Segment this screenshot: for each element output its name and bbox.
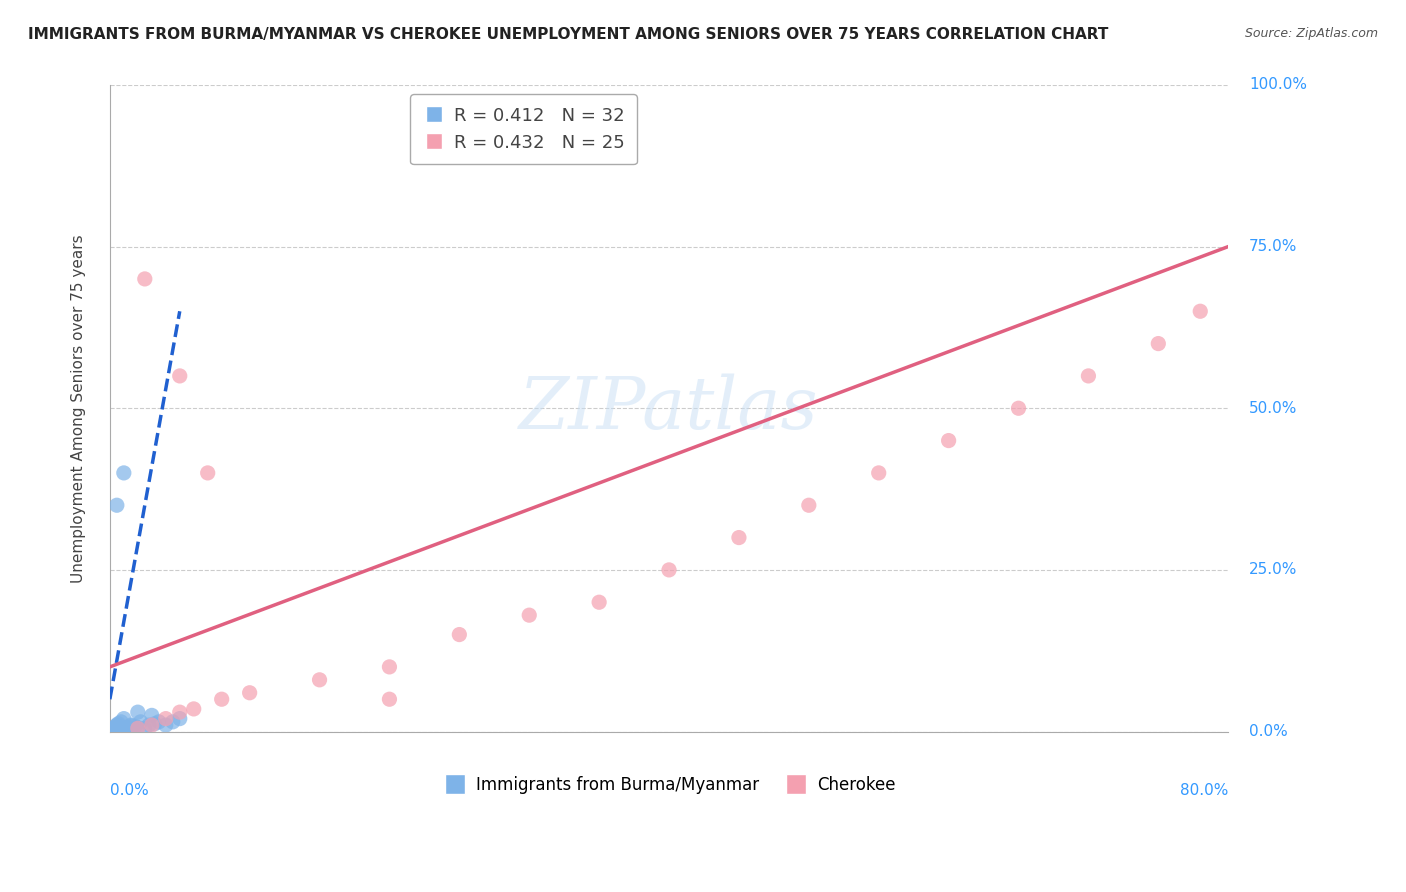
Text: 25.0%: 25.0% xyxy=(1249,562,1298,577)
Point xyxy=(197,466,219,480)
Point xyxy=(169,712,191,726)
Text: 80.0%: 80.0% xyxy=(1180,783,1229,798)
Point xyxy=(449,627,471,641)
Point xyxy=(1147,336,1170,351)
Point xyxy=(378,692,401,706)
Text: IMMIGRANTS FROM BURMA/MYANMAR VS CHEROKEE UNEMPLOYMENT AMONG SENIORS OVER 75 YEA: IMMIGRANTS FROM BURMA/MYANMAR VS CHEROKE… xyxy=(28,27,1108,42)
Point xyxy=(110,723,132,738)
Point xyxy=(143,716,166,731)
Point xyxy=(111,723,134,737)
Point xyxy=(141,718,163,732)
Point xyxy=(1007,401,1029,416)
Point xyxy=(103,722,125,736)
Text: ZIPatlas: ZIPatlas xyxy=(519,373,818,443)
Point xyxy=(127,722,149,736)
Point xyxy=(110,714,132,729)
Point xyxy=(308,673,330,687)
Point xyxy=(112,712,135,726)
Point xyxy=(148,714,170,729)
Point xyxy=(108,722,131,736)
Point xyxy=(169,705,191,719)
Point xyxy=(124,719,146,733)
Point xyxy=(120,722,142,736)
Point xyxy=(141,708,163,723)
Text: 100.0%: 100.0% xyxy=(1249,78,1308,93)
Point xyxy=(938,434,960,448)
Point xyxy=(155,718,177,732)
Point xyxy=(101,723,124,737)
Point xyxy=(127,721,149,735)
Text: 0.0%: 0.0% xyxy=(1249,724,1288,739)
Point xyxy=(797,498,820,512)
Point xyxy=(239,686,262,700)
Point xyxy=(121,719,143,733)
Point xyxy=(138,718,160,732)
Point xyxy=(105,718,128,732)
Text: Source: ZipAtlas.com: Source: ZipAtlas.com xyxy=(1244,27,1378,40)
Point xyxy=(134,272,156,286)
Text: 75.0%: 75.0% xyxy=(1249,239,1298,254)
Point xyxy=(728,531,751,545)
Point xyxy=(129,714,152,729)
Point xyxy=(162,714,184,729)
Point xyxy=(868,466,890,480)
Point xyxy=(115,722,138,736)
Point xyxy=(114,722,136,736)
Text: 0.0%: 0.0% xyxy=(110,783,149,798)
Point xyxy=(169,368,191,383)
Point xyxy=(107,716,129,731)
Point xyxy=(517,608,540,623)
Point xyxy=(1189,304,1212,318)
Legend: Immigrants from Burma/Myanmar, Cherokee: Immigrants from Burma/Myanmar, Cherokee xyxy=(436,770,903,801)
Point xyxy=(103,723,125,738)
Point xyxy=(588,595,610,609)
Point xyxy=(105,498,128,512)
Point xyxy=(120,718,142,732)
Point xyxy=(104,719,127,733)
Point xyxy=(1077,368,1099,383)
Point xyxy=(155,712,177,726)
Point xyxy=(378,660,401,674)
Point xyxy=(101,723,124,738)
Point xyxy=(127,705,149,719)
Text: 50.0%: 50.0% xyxy=(1249,401,1298,416)
Point xyxy=(112,466,135,480)
Point xyxy=(211,692,233,706)
Y-axis label: Unemployment Among Seniors over 75 years: Unemployment Among Seniors over 75 years xyxy=(72,234,86,582)
Point xyxy=(134,722,156,736)
Point xyxy=(117,721,139,735)
Point xyxy=(183,702,205,716)
Point xyxy=(658,563,681,577)
